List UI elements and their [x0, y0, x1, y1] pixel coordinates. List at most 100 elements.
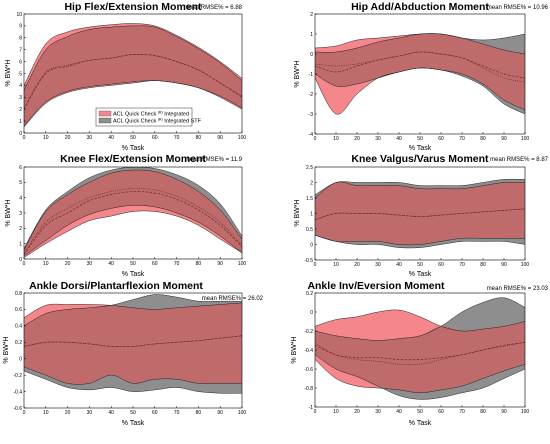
- y-tick-label: -3: [309, 112, 314, 118]
- ankle-inv-eversion-rmse: mean RMSE% = 23.03: [487, 286, 549, 292]
- y-tick-label: -1: [309, 405, 314, 411]
- band-lower-edge: [315, 234, 525, 249]
- x-tick-label: 60: [438, 409, 444, 415]
- y-tick-label: 0: [310, 52, 313, 58]
- y-tick-label: 4: [19, 195, 22, 201]
- x-tick-label: 80: [196, 261, 202, 267]
- y-tick-label: -4: [309, 132, 314, 138]
- mean-line-series-2: [315, 51, 525, 83]
- x-tick-label: 30: [375, 136, 381, 142]
- legend-entry-integrated: ACL Quick Check (R) Integrated: [113, 110, 189, 118]
- ankle-dorsi-plantarflexion-rmse: mean RMSE% = 26.02: [202, 296, 264, 302]
- x-tick-label: 60: [152, 135, 158, 141]
- x-tick-label: 10: [43, 261, 49, 267]
- band-lower-edge: [315, 67, 525, 115]
- x-tick-label: 50: [417, 136, 423, 142]
- x-tick-label: 10: [333, 262, 339, 268]
- band-upper-edge: [24, 23, 242, 86]
- y-tick-label: -0.5: [304, 258, 313, 264]
- band-upper-edge: [315, 309, 525, 332]
- y-tick-label: 9: [19, 24, 22, 30]
- y-tick-label: 0: [19, 131, 22, 137]
- x-tick-label: 10: [43, 135, 49, 141]
- y-tick-label: 0.4: [15, 324, 22, 330]
- band-lower-edge: [315, 234, 525, 246]
- x-tick-label: 40: [108, 135, 114, 141]
- y-tick-label: 0: [310, 310, 313, 316]
- x-tick-label: 50: [130, 261, 136, 267]
- x-tick-label: 90: [217, 135, 223, 141]
- x-tick-label: 40: [108, 261, 114, 267]
- y-tick-label: -1: [309, 72, 314, 78]
- ankle-dorsi-plantarflexion-xlabel: % Task: [122, 420, 145, 427]
- knee-valgus-varus-xlabel: % Task: [409, 271, 432, 278]
- y-tick-label: 1.5: [306, 196, 313, 202]
- band-lower-edge: [24, 80, 242, 127]
- y-tick-label: 1: [310, 32, 313, 38]
- x-tick-label: 70: [459, 136, 465, 142]
- x-tick-label: 50: [130, 135, 136, 141]
- x-tick-label: 80: [480, 262, 486, 268]
- hip-add-abduction-ticks: 0 10 20 30 40 50 60 70 80 90 100 -4 -3 -2 -1 0 1 2: [309, 12, 530, 142]
- x-tick-label: 0: [23, 410, 26, 416]
- y-tick-label: -0.2: [13, 373, 22, 379]
- band-upper-edge: [24, 167, 242, 249]
- y-tick-label: 3: [19, 95, 22, 101]
- band-upper-edge: [24, 169, 242, 250]
- y-tick-label: 5: [19, 71, 22, 77]
- y-tick-label: 2: [310, 180, 313, 186]
- y-tick-label: 1: [19, 241, 22, 247]
- hip-add-abduction-mean-lines: [315, 51, 525, 83]
- x-tick-label: 80: [480, 136, 486, 142]
- ankle-inv-eversion-panel: Ankle Inv/Eversion Moment mean RMSE% = 2…: [291, 280, 549, 427]
- band-overlap: [24, 169, 242, 256]
- x-tick-label: 50: [417, 262, 423, 268]
- knee-flex-extension-mean-lines: [24, 188, 242, 255]
- y-tick-label: 0: [19, 357, 22, 363]
- x-tick-label: 30: [375, 262, 381, 268]
- y-tick-label: 8: [19, 36, 22, 42]
- y-tick-label: 0.6: [15, 307, 22, 313]
- hip-add-abduction-rmse: mean RMSE% = 10.96: [487, 5, 549, 11]
- ankle-inv-eversion-mean-lines: [315, 342, 525, 366]
- hip-add-abduction-bands: [315, 33, 525, 115]
- mean-line-series-1: [315, 342, 525, 361]
- band-lower-edge: [24, 366, 242, 385]
- ankle-dorsi-plantarflexion-bands: [24, 294, 242, 394]
- x-tick-label: 70: [459, 262, 465, 268]
- x-tick-label: 100: [521, 262, 530, 268]
- mean-line-series-2: [24, 188, 242, 254]
- x-tick-label: 20: [354, 409, 360, 415]
- hip-flex-extension-ylabel: % BW*H: [5, 59, 12, 86]
- x-tick-label: 100: [238, 135, 247, 141]
- knee-valgus-varus-rmse: mean RMSE% = 8.87: [490, 157, 549, 163]
- mean-line-series-2: [24, 335, 242, 348]
- band-upper-edge: [315, 181, 525, 199]
- band-upper-edge: [315, 178, 525, 196]
- band-upper-edge: [315, 33, 525, 53]
- x-tick-label: 0: [314, 262, 317, 268]
- x-tick-label: 60: [152, 410, 158, 416]
- x-tick-label: 50: [417, 409, 423, 415]
- x-tick-label: 10: [333, 409, 339, 415]
- y-tick-label: 0.5: [306, 227, 313, 233]
- knee-flex-extension-xlabel: % Task: [122, 271, 145, 278]
- x-tick-label: 90: [501, 409, 507, 415]
- band-upper-edge: [24, 294, 242, 327]
- knee-flex-extension-ticks: 0 10 20 30 40 50 60 70 80 90 100 0 1 2 3 4 5 6: [19, 165, 246, 267]
- x-tick-label: 70: [174, 410, 180, 416]
- x-tick-label: 10: [333, 136, 339, 142]
- band-lower-edge: [24, 370, 242, 394]
- x-tick-label: 10: [43, 410, 49, 416]
- x-tick-label: 100: [521, 136, 530, 142]
- x-tick-label: 20: [65, 135, 71, 141]
- band-lower-edge: [24, 205, 242, 257]
- x-tick-label: 90: [217, 261, 223, 267]
- hip-flex-extension-bands: [24, 23, 242, 128]
- x-tick-label: 0: [23, 135, 26, 141]
- ankle-dorsi-plantarflexion-mean-lines: [24, 335, 242, 348]
- ankle-inv-eversion-ylabel: % BW*H: [291, 336, 298, 363]
- y-tick-label: 0: [19, 257, 22, 263]
- band-overlap: [24, 25, 242, 126]
- knee-flex-extension-rmse: mean RMSE% = 11.9: [185, 157, 243, 163]
